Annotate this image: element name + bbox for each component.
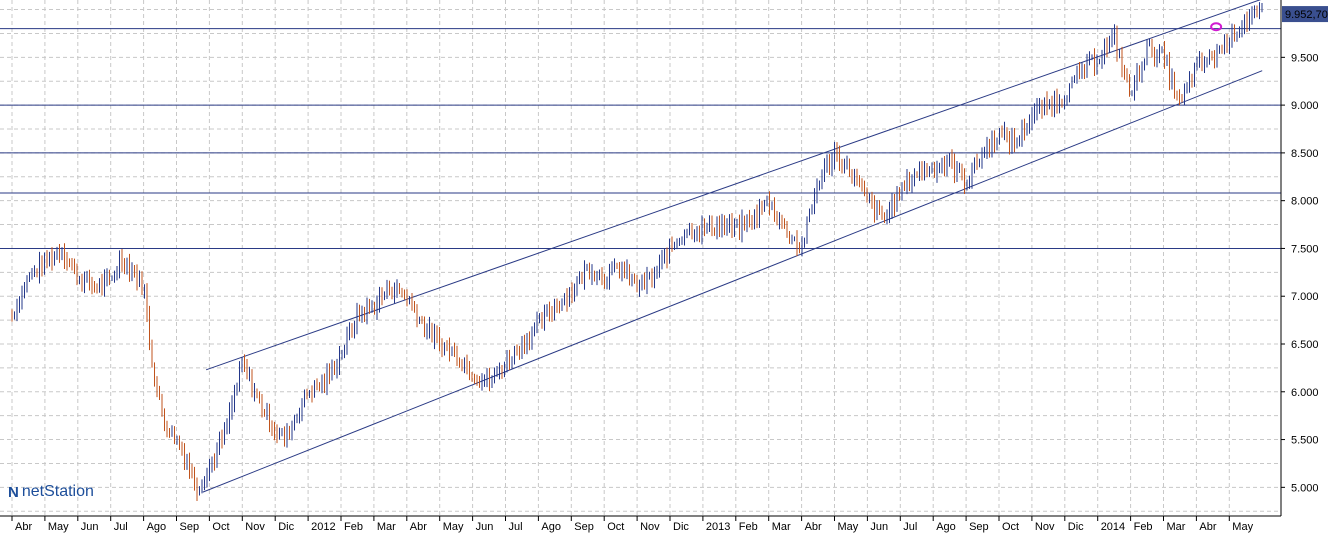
last-value-badge: 9.952,70 <box>1282 6 1328 23</box>
y-tick-label: 7.500 <box>1291 243 1319 255</box>
x-tick-label: Ago <box>936 521 956 533</box>
y-tick-label: 5.500 <box>1291 435 1319 447</box>
x-tick-label: Oct <box>1002 521 1019 533</box>
y-tick-label: 6.500 <box>1291 339 1319 351</box>
x-tick-label: May <box>838 521 859 533</box>
x-tick-label: Abr <box>1199 521 1216 533</box>
x-tick-label: Dic <box>1068 521 1084 533</box>
x-tick-label: Oct <box>212 521 229 533</box>
x-tick-label: Dic <box>673 521 689 533</box>
price-bars <box>11 2 1263 501</box>
x-tick-label: Abr <box>805 521 822 533</box>
x-tick-label: Dic <box>278 521 294 533</box>
channel-line <box>202 70 1263 493</box>
x-tick-label: Abr <box>15 521 32 533</box>
x-tick-label: Jul <box>509 521 523 533</box>
x-tick-label: 2012 <box>311 521 335 533</box>
highlight-marker <box>1210 22 1223 32</box>
x-axis-ticks: Abr May Jun Jul Ago Sep Oct Nov Dic 2012 Feb Mar Abr… <box>11 516 1254 533</box>
x-tick-label: Sep <box>574 521 594 533</box>
x-tick-label: Feb <box>739 521 758 533</box>
y-axis-ticks: 5.000 5.500 6.000 6.500 7.000 7.500 8.000 8.500… <box>1281 52 1319 494</box>
x-tick-label: Mar <box>1167 521 1186 533</box>
x-tick-label: Jun <box>476 521 494 533</box>
plot-area <box>0 0 1281 516</box>
x-tick-label: Abr <box>410 521 427 533</box>
x-tick-label: 2013 <box>706 521 730 533</box>
y-tick-label: 5.000 <box>1291 482 1319 494</box>
x-tick-label: May <box>443 521 464 533</box>
netstation-logo-text: netStation <box>21 483 94 500</box>
netstation-logo: N netStation <box>8 483 94 501</box>
x-tick-label: Jul <box>114 521 128 533</box>
y-tick-label: 6.000 <box>1291 387 1319 399</box>
x-tick-label: Nov <box>640 521 660 533</box>
x-tick-label: Nov <box>245 521 265 533</box>
x-tick-label: Oct <box>607 521 624 533</box>
x-tick-label: Feb <box>344 521 363 533</box>
x-tick-label: Jul <box>903 521 917 533</box>
highlight-ellipse <box>1210 22 1223 32</box>
x-tick-label: Ago <box>147 521 167 533</box>
x-tick-label: Jun <box>870 521 888 533</box>
channel-line <box>205 0 1261 371</box>
y-tick-label: 8.500 <box>1291 148 1319 160</box>
x-tick-label: Sep <box>969 521 989 533</box>
y-tick-label: 7.000 <box>1291 291 1319 303</box>
x-tick-label: 2014 <box>1101 521 1125 533</box>
x-tick-label: Nov <box>1035 521 1055 533</box>
y-tick-label: 9.500 <box>1291 52 1319 64</box>
x-tick-label: Mar <box>772 521 791 533</box>
y-tick-label: 9.000 <box>1291 100 1319 112</box>
x-tick-label: May <box>1232 521 1253 533</box>
x-tick-label: Jun <box>81 521 99 533</box>
x-tick-label: May <box>48 521 69 533</box>
trend-channel <box>202 0 1263 493</box>
x-tick-label: Feb <box>1134 521 1153 533</box>
netstation-logo-icon: N <box>8 483 19 501</box>
x-tick-label: Mar <box>377 521 396 533</box>
last-value-label: 9.952,70 <box>1285 9 1328 21</box>
y-tick-label: 8.000 <box>1291 196 1319 208</box>
x-tick-label: Ago <box>541 521 561 533</box>
x-tick-label: Sep <box>180 521 200 533</box>
